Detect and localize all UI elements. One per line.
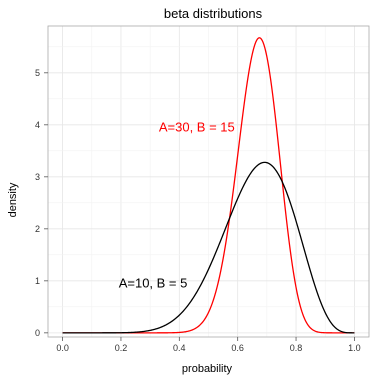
x-tick-label: 0.2 [115,343,128,353]
y-tick-label: 3 [35,172,40,182]
annotation-label-1: A=30, B = 15 [159,119,235,134]
x-tick-label: 1.0 [348,343,361,353]
x-axis-title: probability [182,363,233,375]
annotation-label-2: A=10, B = 5 [119,275,188,290]
series-line-2 [62,161,355,334]
y-tick-label: 4 [35,120,40,130]
axis-ticks: 0.0 0.2 0.4 0.6 0.8 1.0 0 1 2 3 4 5 [35,68,361,353]
y-tick-label: 1 [35,276,40,286]
series-lines [62,37,355,334]
x-tick-label: 0.6 [231,343,244,353]
chart-title: beta distributions [164,6,263,21]
x-tick-label: 0.8 [290,343,303,353]
y-tick-label: 0 [35,328,40,338]
y-tick-label: 2 [35,224,40,234]
annotations: A=30, B = 15 A=10, B = 5 [119,119,235,290]
y-tick-label: 5 [35,68,40,78]
y-axis-title: density [7,182,19,217]
x-tick-label: 0.4 [173,343,186,353]
plot-panel-border [47,25,370,338]
x-tick-label: 0.0 [56,343,69,353]
